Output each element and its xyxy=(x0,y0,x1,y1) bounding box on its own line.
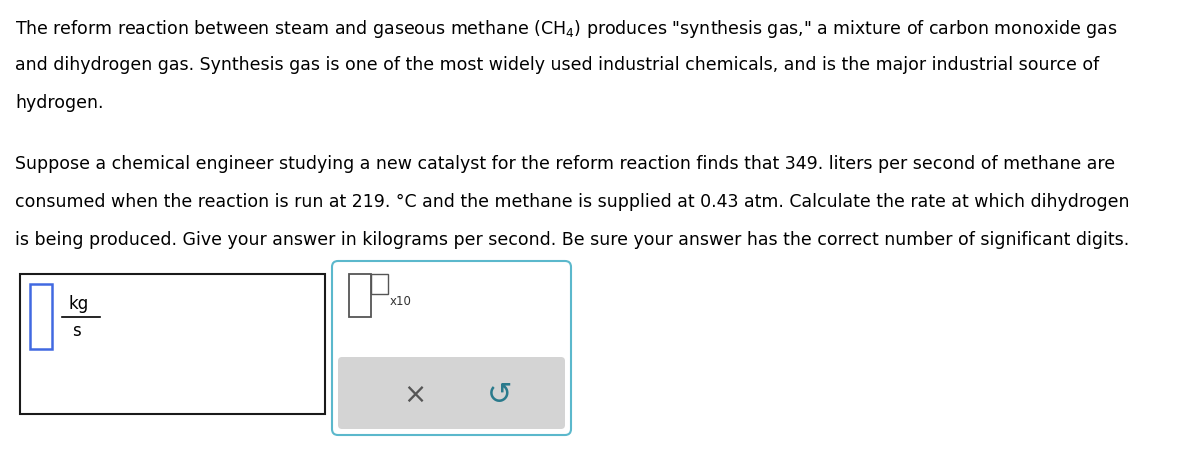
Text: Suppose a chemical engineer studying a new catalyst for the reform reaction find: Suppose a chemical engineer studying a n… xyxy=(14,155,1115,173)
Text: hydrogen.: hydrogen. xyxy=(14,94,103,112)
Text: and dihydrogen gas. Synthesis gas is one of the most widely used industrial chem: and dihydrogen gas. Synthesis gas is one… xyxy=(14,56,1099,74)
Text: kg: kg xyxy=(68,294,89,312)
Bar xyxy=(20,274,325,414)
Bar xyxy=(30,285,52,349)
Text: is being produced. Give your answer in kilograms per second. Be sure your answer: is being produced. Give your answer in k… xyxy=(14,230,1129,248)
Bar xyxy=(371,274,388,294)
Bar xyxy=(349,274,371,317)
Text: x10: x10 xyxy=(390,294,412,308)
Text: ↺: ↺ xyxy=(487,380,512,409)
Text: The reform reaction between steam and gaseous methane (CH$_4$) produces "synthes: The reform reaction between steam and ga… xyxy=(14,18,1117,40)
Text: ×: × xyxy=(403,380,427,408)
Text: consumed when the reaction is run at 219. °C and the methane is supplied at 0.43: consumed when the reaction is run at 219… xyxy=(14,192,1129,210)
FancyBboxPatch shape xyxy=(332,262,571,435)
FancyBboxPatch shape xyxy=(338,357,565,429)
Text: s: s xyxy=(72,321,80,339)
